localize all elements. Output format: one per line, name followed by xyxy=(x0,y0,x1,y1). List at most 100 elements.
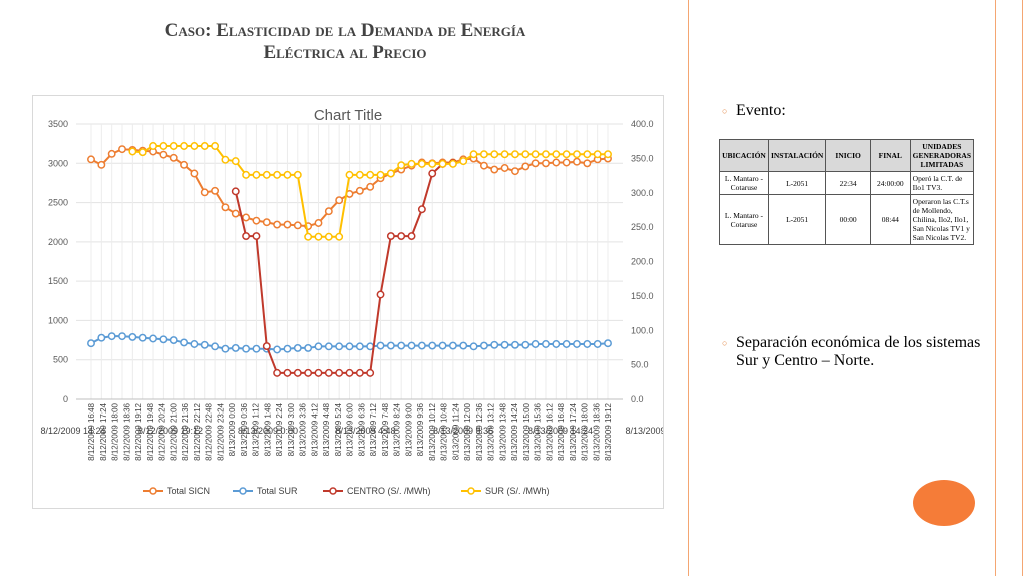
x-tick-label: 8/13/2009 10:48 xyxy=(440,402,449,460)
header-instalacion: INSTALACIÓN xyxy=(767,139,827,172)
data-point xyxy=(562,150,571,159)
x-tick-label: 8/13/2009 2:24 xyxy=(275,402,284,456)
data-point xyxy=(324,342,333,351)
data-point xyxy=(500,164,509,172)
header-inicio: INICIO xyxy=(825,139,871,172)
header-final: FINAL xyxy=(869,139,911,172)
cell-final: 24:00:00 xyxy=(869,171,911,195)
data-point xyxy=(273,345,282,354)
cell-inicio: 00:00 xyxy=(825,194,871,245)
chart-title: Chart Title xyxy=(314,107,382,124)
data-point xyxy=(428,159,437,168)
data-point xyxy=(283,344,292,353)
x-tick-label: 8/13/2009 18:00 xyxy=(581,402,590,460)
x-tick-label: 8/13/2009 19:12 xyxy=(604,402,613,460)
data-point xyxy=(366,182,375,191)
decorative-orange-circle xyxy=(913,480,975,526)
y-right-tick-label: 250.0 xyxy=(631,222,654,232)
data-point xyxy=(531,340,540,348)
x-tick-label: 8/13/2009 12:00 xyxy=(463,402,472,460)
x-tick-label: 8/13/2009 16:12 xyxy=(545,402,554,460)
data-point xyxy=(552,340,561,348)
x-tick-label: 8/12/2009 21:36 xyxy=(181,402,190,460)
cell-unidades: Operó la C.T. de Ilo1 TV3. xyxy=(909,171,975,195)
x-tick-label: 8/12/2009 22:12 xyxy=(193,402,202,460)
data-point xyxy=(283,368,292,377)
slide-title-line1: Caso: Elasticidad de la Demanda de Energ… xyxy=(164,20,526,41)
data-point xyxy=(200,340,209,349)
data-point xyxy=(428,341,437,350)
data-point xyxy=(407,159,416,168)
y-right-tick-label: 0.0 xyxy=(631,394,644,404)
bullet-circle-icon: ○ xyxy=(722,106,728,116)
x-secondary-tick-label: 8/13/2009 19:12 xyxy=(625,426,663,436)
y-right-tick-label: 200.0 xyxy=(631,257,654,267)
x-tick-label: 8/13/2009 16:48 xyxy=(557,402,566,460)
x-tick-label: 8/13/2009 1:48 xyxy=(263,402,272,456)
data-point xyxy=(242,213,251,222)
data-point xyxy=(159,142,168,150)
x-tick-label: 8/13/2009 1:12 xyxy=(252,402,261,456)
x-tick-label: 8/12/2009 18:00 xyxy=(111,402,120,460)
data-point xyxy=(283,220,292,229)
slide-title-line2: Eléctrica al Precio xyxy=(263,42,427,63)
data-point xyxy=(510,340,519,349)
header-unidades: UNIDADES GENERADORAS LIMITADAS xyxy=(909,139,975,172)
x-tick-label: 8/13/2009 17:24 xyxy=(569,402,578,460)
data-point xyxy=(573,150,581,159)
y-left-tick-label: 2500 xyxy=(48,198,68,208)
x-tick-label: 8/12/2009 18:36 xyxy=(122,402,131,460)
y-left-tick-label: 3500 xyxy=(48,119,68,129)
data-point xyxy=(138,333,147,342)
data-point xyxy=(335,368,344,377)
data-point xyxy=(335,232,344,241)
x-tick-label: 8/13/2009 6:00 xyxy=(346,402,355,456)
x-tick-label: 8/13/2009 14:24 xyxy=(510,402,519,460)
data-point xyxy=(283,170,292,179)
x-secondary-tick-label: 8/13/2009 9:36 xyxy=(433,426,493,436)
data-point xyxy=(500,340,509,349)
data-point xyxy=(252,216,261,225)
data-point xyxy=(417,341,426,350)
legend-label: CENTRO (S/. /MWh) xyxy=(347,486,431,496)
data-point xyxy=(386,169,395,178)
data-point xyxy=(335,342,344,351)
data-point xyxy=(324,207,333,216)
data-point xyxy=(355,186,364,195)
x-tick-label: 8/13/2009 12:36 xyxy=(475,402,484,460)
data-point xyxy=(169,142,178,150)
data-point xyxy=(355,368,364,377)
data-point xyxy=(314,219,323,227)
data-point xyxy=(428,169,437,178)
x-secondary-tick-label: 8/13/2009 4:48 xyxy=(335,426,395,436)
bullet-separation: ○ Separación económica de los sistemas S… xyxy=(722,334,986,370)
y-right-tick-label: 50.0 xyxy=(631,360,649,370)
y-left-tick-label: 500 xyxy=(53,355,68,365)
data-point xyxy=(459,157,468,166)
y-left-tick-label: 2000 xyxy=(48,237,68,247)
data-point xyxy=(169,153,178,162)
data-point xyxy=(531,150,540,159)
data-point xyxy=(552,158,561,167)
data-point xyxy=(314,232,323,241)
x-tick-label: 8/12/2009 22:48 xyxy=(205,402,214,460)
data-point xyxy=(345,368,354,377)
decorative-side-band xyxy=(995,0,1023,576)
data-point xyxy=(376,170,385,179)
data-point xyxy=(355,170,364,179)
y-right-tick-label: 300.0 xyxy=(631,188,654,198)
cell-ubicacion: L. Mantaro - Cotaruse xyxy=(719,194,769,245)
x-tick-label: 8/13/2009 6:36 xyxy=(357,402,366,456)
x-tick-label: 8/12/2009 19:48 xyxy=(146,402,155,460)
data-point xyxy=(500,150,509,159)
data-point xyxy=(521,150,530,159)
data-point xyxy=(459,341,468,350)
data-point xyxy=(262,342,271,351)
data-point xyxy=(138,148,147,157)
y-left-tick-label: 0 xyxy=(63,394,68,404)
y-right-tick-label: 350.0 xyxy=(631,153,654,163)
data-point xyxy=(324,368,333,377)
data-point xyxy=(314,368,323,377)
bullet-circle-icon: ○ xyxy=(722,338,728,348)
data-point xyxy=(242,170,251,179)
